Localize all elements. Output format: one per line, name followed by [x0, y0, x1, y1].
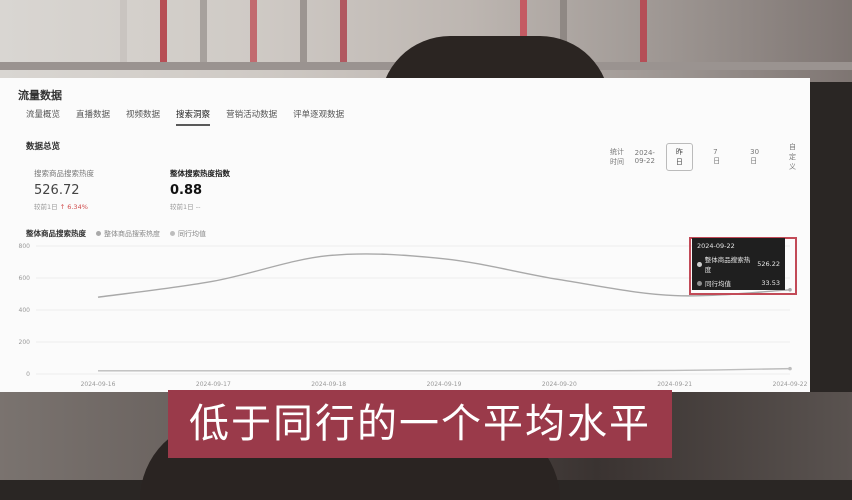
series-line-peer — [98, 369, 790, 371]
x-tick-label: 2024-09-20 — [542, 381, 577, 388]
y-tick-label: 600 — [19, 275, 31, 282]
tooltip-label: 整体商品搜索热度 — [705, 254, 754, 274]
tooltip-value: 526.22 — [757, 260, 780, 268]
x-tick-label: 2024-09-18 — [311, 381, 346, 388]
tooltip-dot-icon — [697, 281, 702, 286]
x-tick-label: 2024-09-19 — [427, 381, 462, 388]
x-tick-label: 2024-09-16 — [81, 381, 116, 388]
x-tick-label: 2024-09-22 — [773, 381, 808, 388]
y-tick-label: 200 — [19, 339, 31, 346]
tooltip-row-peer: 同行均值 33.53 — [697, 278, 780, 288]
y-tick-label: 800 — [19, 243, 31, 250]
tooltip-value: 33.53 — [761, 279, 780, 287]
x-tick-label: 2024-09-21 — [657, 381, 692, 388]
series-line-main — [98, 254, 790, 297]
y-tick-label: 400 — [19, 307, 31, 314]
x-tick-label: 2024-09-17 — [196, 381, 231, 388]
tooltip-date: 2024-09-22 — [697, 242, 780, 250]
tooltip-row-main: 整体商品搜索热度 526.22 — [697, 254, 780, 274]
video-subtitle: 低于同行的一个平均水平 — [168, 390, 672, 458]
data-point-peer — [788, 367, 792, 371]
tooltip-dot-icon — [697, 262, 702, 267]
tooltip-label: 同行均值 — [705, 278, 731, 288]
chart-tooltip: 2024-09-22 整体商品搜索热度 526.22 同行均值 33.53 — [692, 238, 785, 290]
y-tick-label: 0 — [26, 371, 30, 378]
